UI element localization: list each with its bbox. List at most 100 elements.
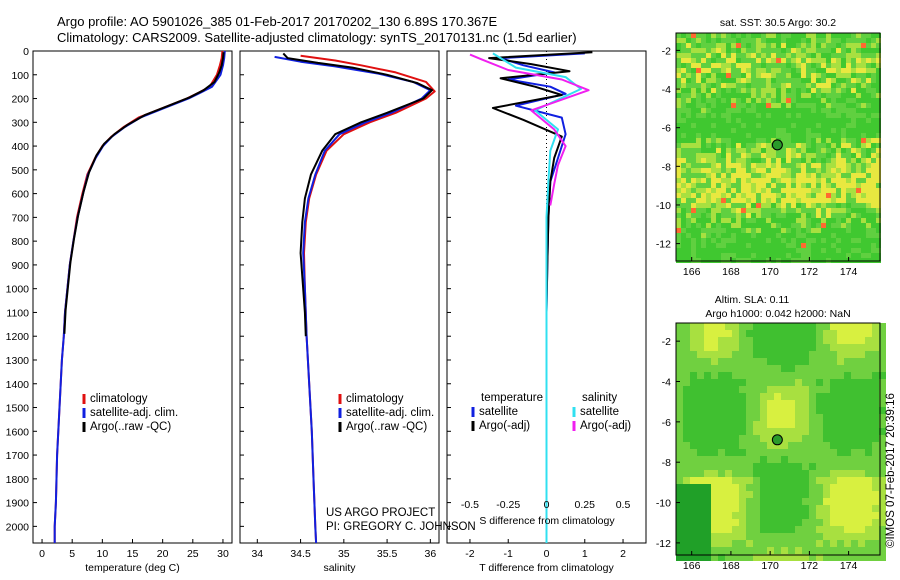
map-cell (796, 68, 801, 73)
map-cell (872, 540, 879, 547)
map-cell (753, 519, 760, 526)
map-cell (691, 33, 696, 38)
map-cell (716, 78, 721, 83)
map-cell (732, 372, 739, 379)
map-cell (767, 337, 774, 344)
map-cell (836, 73, 841, 78)
map-cell (718, 547, 725, 554)
map-cell (876, 153, 881, 158)
map-cell (696, 113, 701, 118)
map-cell (865, 463, 872, 470)
map-cell (741, 138, 746, 143)
legend-label: climatology (90, 393, 148, 405)
map-cell (879, 358, 886, 365)
map-cell (786, 163, 791, 168)
map-cell (681, 198, 686, 203)
map-cell (771, 58, 776, 63)
map-cell (751, 223, 756, 228)
map-cell (676, 68, 681, 73)
map-cell (776, 83, 781, 88)
map-cell (761, 103, 766, 108)
map-cell (823, 344, 830, 351)
map-cell (826, 118, 831, 123)
map-cell (721, 53, 726, 58)
map-cell (816, 484, 823, 491)
map-cell (731, 188, 736, 193)
map-cell (821, 108, 826, 113)
map-cell (726, 233, 731, 238)
map-cell (726, 218, 731, 223)
map-cell (788, 386, 795, 393)
map-cell (731, 203, 736, 208)
map-cell (718, 484, 725, 491)
map-cell (686, 153, 691, 158)
map-cell (761, 93, 766, 98)
map-cell (704, 358, 711, 365)
map-cell (809, 554, 816, 561)
map-cell (781, 323, 788, 330)
map-cell (681, 78, 686, 83)
map-cell (856, 148, 861, 153)
map-cell (706, 208, 711, 213)
map-cell (718, 428, 725, 435)
map-cell (811, 83, 816, 88)
map-cell (806, 228, 811, 233)
salinity-plot: 34 34.5 35 35.5 36salinityclimatologysatelli… (239, 50, 440, 574)
map-cell (821, 103, 826, 108)
map-cell (811, 228, 816, 233)
map-cell (811, 108, 816, 113)
map-cell (690, 358, 697, 365)
map-cell (701, 158, 706, 163)
map-cell (751, 173, 756, 178)
map-cell (823, 442, 830, 449)
map-cell (739, 330, 746, 337)
map-cell (821, 228, 826, 233)
map-cell (791, 103, 796, 108)
map-cell (844, 449, 851, 456)
map-cell (856, 238, 861, 243)
map-cell (683, 456, 690, 463)
map-cell (831, 123, 836, 128)
map-cell (871, 253, 876, 258)
map-cell (676, 243, 681, 248)
map-cell (697, 540, 704, 547)
map-cell (746, 108, 751, 113)
map-cell (761, 113, 766, 118)
map-cell (751, 253, 756, 258)
map-cell (781, 484, 788, 491)
map-cell (865, 540, 872, 547)
map-cell (823, 547, 830, 554)
map-cell (791, 133, 796, 138)
map-cell (826, 153, 831, 158)
map-cell (856, 193, 861, 198)
map-cell (865, 526, 872, 533)
map-cell (771, 218, 776, 223)
map-cell (697, 484, 704, 491)
map-cell (802, 358, 809, 365)
map-cell (781, 337, 788, 344)
map-cell (781, 123, 786, 128)
map-cell (676, 168, 681, 173)
map-cell (721, 88, 726, 93)
map-cell (844, 393, 851, 400)
map-cell (681, 98, 686, 103)
map-cell (786, 183, 791, 188)
map-cell (837, 512, 844, 519)
map-cell (726, 98, 731, 103)
map-cell (681, 183, 686, 188)
map-cell (741, 158, 746, 163)
map-cell (706, 193, 711, 198)
map-cell (796, 83, 801, 88)
map-cell (683, 351, 690, 358)
map-cell (831, 178, 836, 183)
map-cell (781, 393, 788, 400)
map-cell (851, 93, 856, 98)
map-cell (711, 505, 718, 512)
map-cell (851, 358, 858, 365)
y-tick-label: 1900 (6, 498, 30, 510)
map-cell (821, 138, 826, 143)
map-cell (721, 213, 726, 218)
map-cell (774, 414, 781, 421)
map-cell (876, 58, 881, 63)
map-cell (831, 208, 836, 213)
